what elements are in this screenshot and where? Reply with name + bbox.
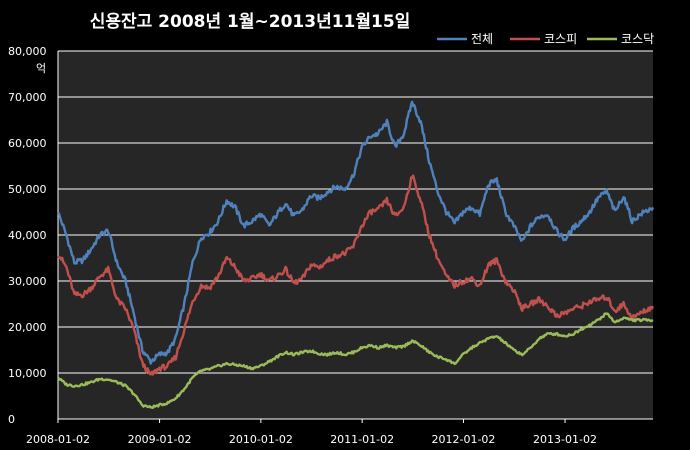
legend: 전체 코스피 코스닥 [437,32,654,46]
y-unit-label: 억 [36,62,46,75]
x-tick-label: 2008-01-02 [26,433,90,446]
x-tick-label: 2010-01-02 [229,433,293,446]
series-line-0 [57,100,655,365]
legend-entry: 전체 [471,32,493,46]
y-tick-label: 20,000 [8,321,47,334]
x-tick-label: 2011-01-02 [330,433,394,446]
series-line-2 [57,312,654,410]
y-tick-label: 30,000 [8,275,47,288]
legend-entry: 코스피 [544,32,577,46]
x-tick-label: 2013-01-02 [533,433,597,446]
y-tick-label: 70,000 [8,91,47,104]
y-tick-label: 40,000 [8,229,47,242]
x-axis-ticks: 2008-01-02 2009-01-02 2010-01-02 2011-01-02… [26,419,597,446]
legend-entry: 코스닥 [621,32,654,46]
x-tick-label: 2012-01-02 [431,433,495,446]
y-axis-ticks: 0 10,000 20,000 30,000 40,000 50,000 60,000 70,… [8,45,47,426]
x-tick-label: 2009-01-02 [128,433,192,446]
y-tick-label: 10,000 [8,367,47,380]
y-tick-label: 0 [8,413,15,426]
y-tick-label: 60,000 [8,137,47,150]
series-line-1 [57,174,655,376]
y-tick-label: 80,000 [8,45,47,58]
series-lines [57,100,655,410]
chart-title: 신용잔고 2008년 1월~2013년11월15일 [90,12,411,32]
y-tick-label: 50,000 [8,183,47,196]
gridlines [57,50,653,420]
